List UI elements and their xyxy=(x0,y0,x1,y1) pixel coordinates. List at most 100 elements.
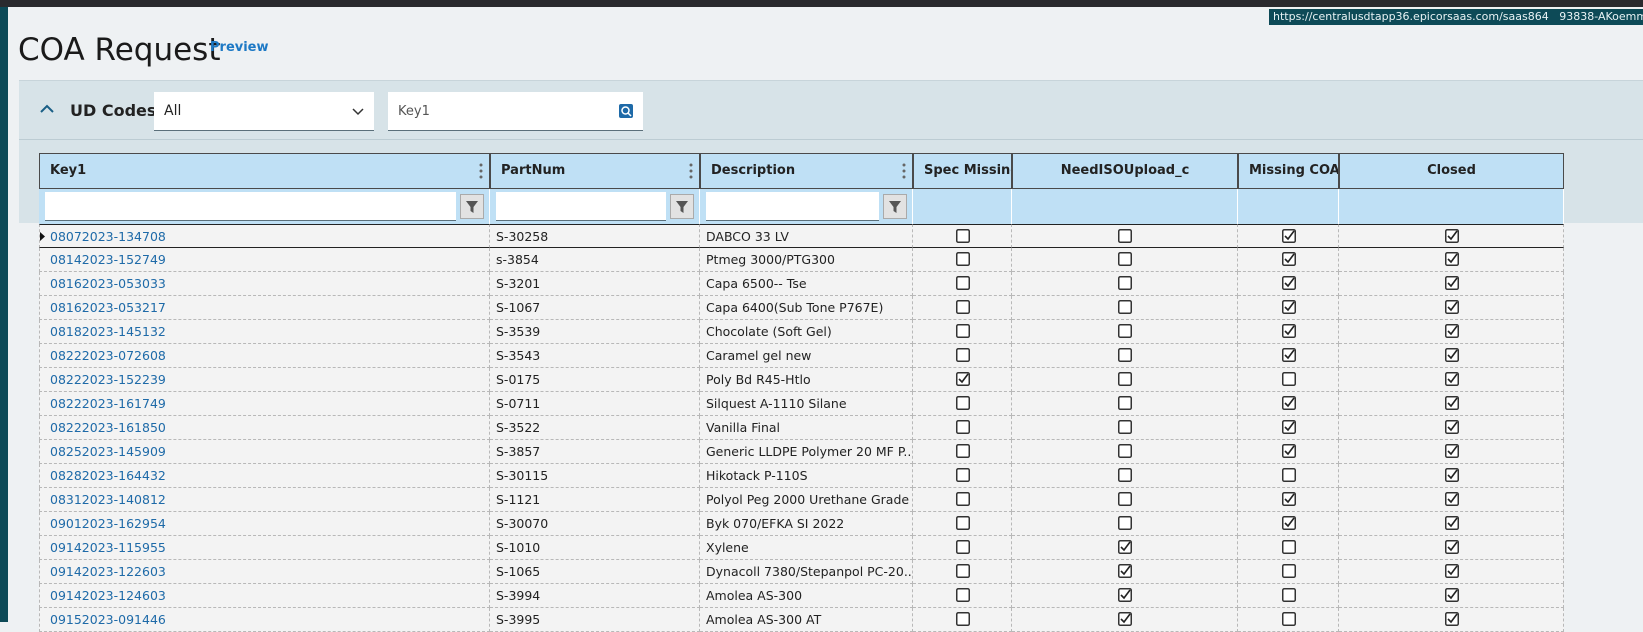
checkbox[interactable] xyxy=(1118,420,1132,434)
search-box[interactable]: Key1 xyxy=(388,92,643,131)
checkbox[interactable] xyxy=(1444,564,1459,578)
key-link[interactable]: 08072023-134708 xyxy=(39,224,490,248)
checkbox[interactable] xyxy=(955,612,970,626)
key-link[interactable]: 09142023-115955 xyxy=(39,536,490,560)
checkbox[interactable] xyxy=(955,276,970,290)
column-header[interactable]: Missing COA xyxy=(1238,153,1339,189)
key-link[interactable]: 08222023-161850 xyxy=(39,416,490,440)
dropdown[interactable]: All xyxy=(154,92,374,131)
checkbox[interactable] xyxy=(955,588,970,602)
checkbox[interactable] xyxy=(1444,396,1459,410)
checkbox[interactable] xyxy=(1281,516,1296,530)
column-header[interactable]: Key1 xyxy=(39,153,490,189)
filter-input[interactable] xyxy=(496,192,666,221)
search-icon[interactable] xyxy=(619,104,633,118)
checkbox[interactable] xyxy=(1118,372,1132,386)
key-link[interactable]: 08162023-053033 xyxy=(39,272,490,296)
filter-input[interactable] xyxy=(706,192,879,221)
checkbox[interactable] xyxy=(1444,324,1459,338)
key-link[interactable]: 08222023-072608 xyxy=(39,344,490,368)
key-link[interactable]: 09012023-162954 xyxy=(39,512,490,536)
checkbox[interactable] xyxy=(1444,348,1459,362)
checkbox[interactable] xyxy=(1444,468,1459,482)
checkbox[interactable] xyxy=(955,516,970,530)
checkbox[interactable] xyxy=(955,444,970,458)
checkbox[interactable] xyxy=(1118,540,1132,554)
checkbox[interactable] xyxy=(955,564,970,578)
checkbox[interactable] xyxy=(955,468,970,482)
column-header[interactable]: Spec Missing xyxy=(913,153,1012,189)
checkbox[interactable] xyxy=(1281,612,1296,626)
filter-button[interactable] xyxy=(460,194,484,219)
key-link[interactable]: 08312023-140812 xyxy=(39,488,490,512)
checkbox[interactable] xyxy=(955,348,970,362)
checkbox[interactable] xyxy=(1444,229,1459,243)
checkbox[interactable] xyxy=(1118,252,1132,266)
checkbox[interactable] xyxy=(1444,588,1459,602)
checkbox[interactable] xyxy=(1444,252,1459,266)
key-link[interactable]: 09152023-091446 xyxy=(39,608,490,632)
checkbox[interactable] xyxy=(1118,300,1132,314)
checkbox[interactable] xyxy=(1118,492,1132,506)
checkbox[interactable] xyxy=(1281,372,1296,386)
key-link[interactable]: 09142023-122603 xyxy=(39,560,490,584)
checkbox[interactable] xyxy=(1444,492,1459,506)
key-link[interactable]: 08282023-164432 xyxy=(39,464,490,488)
preview-link[interactable]: Preview xyxy=(210,40,269,55)
key-link[interactable]: 08222023-152239 xyxy=(39,368,490,392)
checkbox[interactable] xyxy=(1281,420,1296,434)
column-menu[interactable] xyxy=(689,163,693,179)
checkbox[interactable] xyxy=(1444,444,1459,458)
checkbox[interactable] xyxy=(1281,564,1296,578)
checkbox[interactable] xyxy=(955,492,970,506)
column-header[interactable]: NeedISOUpload_c xyxy=(1012,153,1238,189)
column-header[interactable]: Closed xyxy=(1339,153,1564,189)
key-link[interactable]: 09142023-124603 xyxy=(39,584,490,608)
checkbox[interactable] xyxy=(1118,612,1132,626)
checkbox[interactable] xyxy=(1281,588,1296,602)
checkbox[interactable] xyxy=(1118,396,1132,410)
checkbox[interactable] xyxy=(1444,540,1459,554)
checkbox[interactable] xyxy=(955,300,970,314)
checkbox[interactable] xyxy=(1281,276,1296,290)
checkbox[interactable] xyxy=(955,229,970,243)
checkbox[interactable] xyxy=(955,420,970,434)
checkbox[interactable] xyxy=(1281,348,1296,362)
checkbox[interactable] xyxy=(1281,396,1296,410)
checkbox[interactable] xyxy=(1444,300,1459,314)
checkbox[interactable] xyxy=(955,252,970,266)
checkbox[interactable] xyxy=(1281,444,1296,458)
collapse-chevron[interactable] xyxy=(40,104,54,114)
filter-input[interactable] xyxy=(45,192,456,221)
checkbox[interactable] xyxy=(955,372,970,386)
checkbox[interactable] xyxy=(1444,276,1459,290)
filter-button[interactable] xyxy=(883,194,907,219)
key-link[interactable]: 08222023-161749 xyxy=(39,392,490,416)
checkbox[interactable] xyxy=(1118,588,1132,602)
checkbox[interactable] xyxy=(955,324,970,338)
filter-button[interactable] xyxy=(670,194,694,219)
key-link[interactable]: 08182023-145132 xyxy=(39,320,490,344)
checkbox[interactable] xyxy=(1444,372,1459,386)
checkbox[interactable] xyxy=(1444,516,1459,530)
checkbox[interactable] xyxy=(1118,444,1132,458)
key-link[interactable]: 08252023-145909 xyxy=(39,440,490,464)
checkbox[interactable] xyxy=(955,396,970,410)
key-link[interactable]: 08162023-053217 xyxy=(39,296,490,320)
checkbox[interactable] xyxy=(1281,229,1296,243)
checkbox[interactable] xyxy=(1281,252,1296,266)
column-header[interactable]: Description xyxy=(700,153,913,189)
key-link[interactable]: 08142023-152749 xyxy=(39,248,490,272)
checkbox[interactable] xyxy=(1281,492,1296,506)
column-menu[interactable] xyxy=(902,163,906,179)
checkbox[interactable] xyxy=(1118,516,1132,530)
checkbox[interactable] xyxy=(1281,468,1296,482)
checkbox[interactable] xyxy=(1281,324,1296,338)
checkbox[interactable] xyxy=(1281,300,1296,314)
checkbox[interactable] xyxy=(1118,229,1132,243)
checkbox[interactable] xyxy=(1281,540,1296,554)
checkbox[interactable] xyxy=(1444,420,1459,434)
column-header[interactable]: PartNum xyxy=(490,153,700,189)
checkbox[interactable] xyxy=(1118,276,1132,290)
column-menu[interactable] xyxy=(479,163,483,179)
